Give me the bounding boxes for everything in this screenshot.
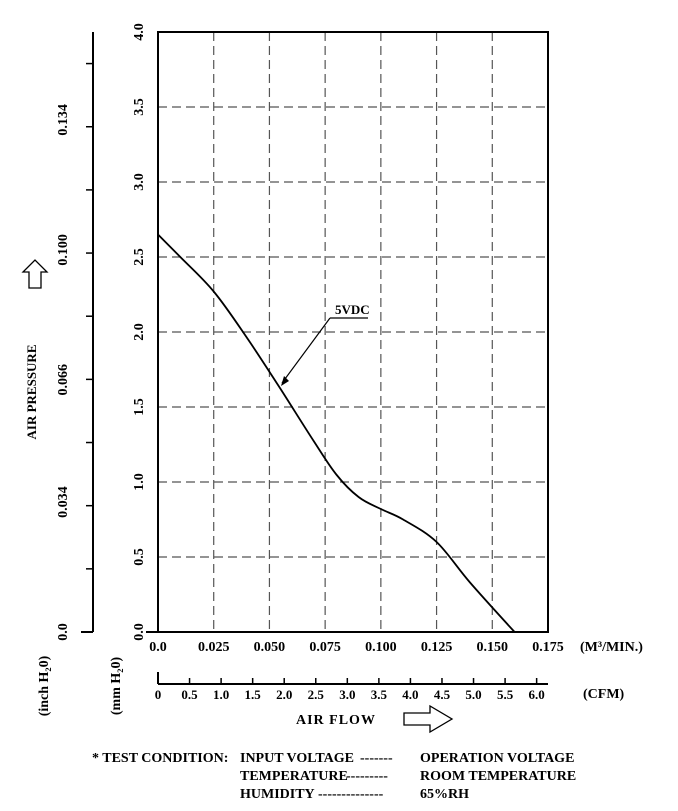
x-tick-label-m3: 0.175 [532,640,564,655]
plot-frame [157,31,549,633]
up-arrow-icon [21,259,49,289]
y-tick-label-mm: 1.5 [132,398,147,416]
grid-lines [158,32,548,632]
x-tick-label-cfm: 4.0 [402,687,418,702]
series-label-5vdc: 5VDC [335,302,370,317]
y-unit-mm: (mm H₂0) [109,657,124,716]
y-axis-title: AIR PRESSURE [24,345,39,440]
test-condition-dashes-3: -------------- [318,787,384,802]
x-tick-label-m3: 0.025 [198,640,230,655]
x-tick-label-m3: 0.100 [365,640,397,655]
y-tick-label-mm: 2.0 [132,323,147,341]
y-tick-label-mm: 0.0 [132,623,147,641]
x-tick-label-cfm: 6.0 [529,687,545,702]
x-tick-label-cfm: 2.0 [276,687,292,702]
y-tick-label-mm: 1.0 [132,473,147,491]
y-tick-label-inch: 0.066 [56,364,71,396]
y-unit-inch: (inch H₂0) [37,655,52,716]
x-tick-label-m3: 0.050 [254,640,286,655]
right-arrow-icon [403,704,454,734]
tick-labels: 0.0 0.025 0.050 0.075 0.100 0.125 0.150 0.175 0.… [56,23,564,702]
series-line-5vdc [157,233,516,633]
x-tick-label-cfm: 3.5 [371,687,388,702]
x-tick-label-cfm: 5.5 [497,687,514,702]
test-condition-label-1: INPUT VOLTAGE [240,751,354,766]
x-tick-label-cfm: 0.5 [181,687,198,702]
x-tick-label-cfm: 2.5 [308,687,325,702]
test-condition-dashes-2: --------- [346,769,388,784]
test-condition-dashes-1: ------- [360,751,393,766]
x-tick-label-m3: 0.125 [421,640,453,655]
y-tick-label-inch: 0.0 [56,623,71,641]
y-tick-label-mm: 4.0 [132,23,147,41]
series-callout-arrowhead [281,376,289,386]
x-tick-label-cfm: 1.5 [245,687,262,702]
x-tick-label-m3: 0.150 [477,640,509,655]
x-tick-label-cfm: 0 [155,687,162,702]
x-tick-label-cfm: 5.0 [465,687,481,702]
series-callout-line [281,317,331,384]
y-tick-label-mm: 0.5 [132,548,147,566]
test-condition-prefix: * TEST CONDITION: [92,751,228,766]
x-axis-title: AIR FLOW [296,713,376,728]
x-tick-label-cfm: 3.0 [339,687,355,702]
test-condition-value-1: OPERATION VOLTAGE [420,751,574,766]
y-tick-label-inch: 0.134 [56,104,71,136]
y-tick-label-mm: 3.0 [132,173,147,191]
x-tick-label-m3: 0.075 [309,640,341,655]
test-condition-value-2: ROOM TEMPERATURE [420,769,576,784]
x-tick-label-m3: 0.0 [149,640,167,655]
tick-marks [86,62,538,684]
x-unit-m3: (M³/MIN.) [580,640,643,655]
test-condition-label-3: HUMIDITY [240,787,315,802]
y-tick-label-inch: 0.100 [56,234,71,266]
x-unit-cfm: (CFM) [583,687,625,702]
x-tick-label-cfm: 4.5 [434,687,451,702]
test-condition-value-3: 65%RH [420,787,469,802]
y-tick-label-mm: 3.5 [132,98,147,116]
y-tick-label-inch: 0.034 [56,486,71,518]
x-tick-label-cfm: 1.0 [213,687,229,702]
y-tick-label-mm: 2.5 [132,248,147,266]
test-condition-label-2: TEMPERATURE [240,769,348,784]
